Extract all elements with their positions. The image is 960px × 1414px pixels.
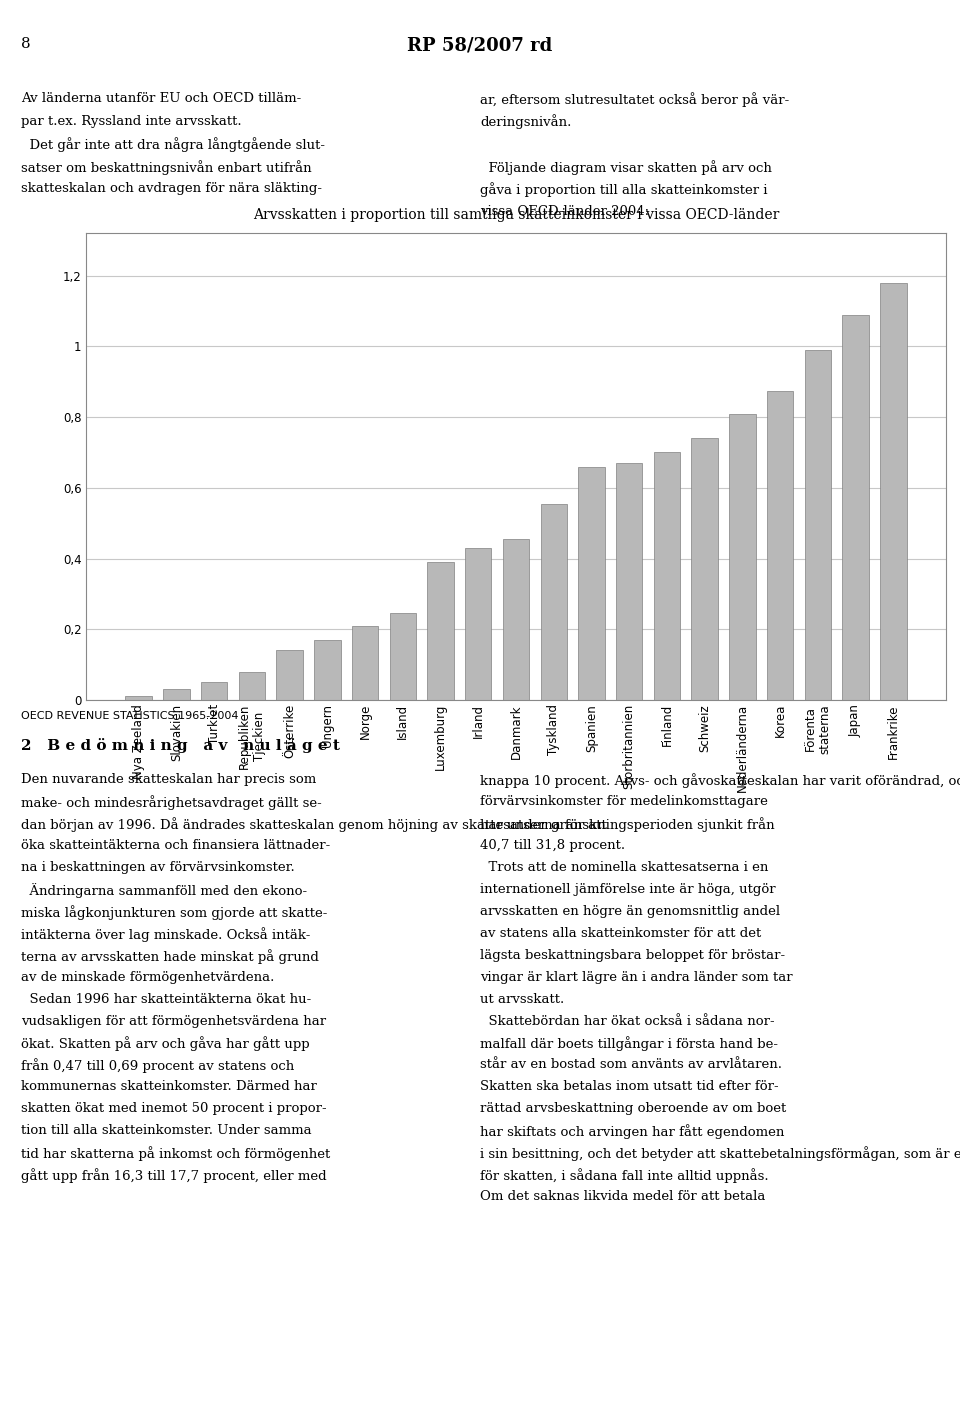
Text: för skatten, i sådana fall inte alltid uppnås.: för skatten, i sådana fall inte alltid u… (480, 1168, 769, 1184)
Text: gått upp från 16,3 till 17,7 procent, eller med: gått upp från 16,3 till 17,7 procent, el… (21, 1168, 326, 1184)
Text: vissa OECD-länder 2004:: vissa OECD-länder 2004: (480, 205, 649, 218)
Text: från 0,47 till 0,69 procent av statens och: från 0,47 till 0,69 procent av statens o… (21, 1058, 295, 1073)
Text: förvärvsinkomster för medelinkomsttagare: förvärvsinkomster för medelinkomsttagare (480, 795, 768, 809)
Bar (880, 283, 906, 700)
Text: internationell jämförelse inte är höga, utgör: internationell jämförelse inte är höga, … (480, 882, 776, 896)
Text: skatten ökat med inemot 50 procent i propor-: skatten ökat med inemot 50 procent i pro… (21, 1103, 326, 1116)
Text: har under granskningsperioden sjunkit från: har under granskningsperioden sjunkit fr… (480, 817, 775, 833)
Text: Trots att de nominella skattesatserna i en: Trots att de nominella skattesatserna i … (480, 861, 768, 874)
Text: tion till alla skatteinkomster. Under samma: tion till alla skatteinkomster. Under sa… (21, 1124, 312, 1137)
Bar (842, 314, 869, 700)
Text: Skattebördan har ökat också i sådana nor-: Skattebördan har ökat också i sådana nor… (480, 1015, 775, 1028)
Text: 2   B e d ö m n i n g   a v   n u l ä g e t: 2 B e d ö m n i n g a v n u l ä g e t (21, 738, 340, 754)
Text: lägsta beskattningsbara beloppet för bröstar-: lägsta beskattningsbara beloppet för brö… (480, 949, 785, 962)
Text: ar, eftersom slutresultatet också beror på vär-: ar, eftersom slutresultatet också beror … (480, 92, 789, 107)
Text: gåva i proportion till alla skatteinkomster i: gåva i proportion till alla skatteinkoms… (480, 182, 767, 198)
Text: par t.ex. Ryssland inte arvsskatt.: par t.ex. Ryssland inte arvsskatt. (21, 115, 242, 127)
Bar (578, 467, 605, 700)
Text: malfall där boets tillgångar i första hand be-: malfall där boets tillgångar i första ha… (480, 1036, 778, 1052)
Text: kommunernas skatteinkomster. Därmed har: kommunernas skatteinkomster. Därmed har (21, 1080, 317, 1093)
Text: miska lågkonjunkturen som gjorde att skatte-: miska lågkonjunkturen som gjorde att ska… (21, 905, 327, 921)
Text: står av en bostad som använts av arvlåtaren.: står av en bostad som använts av arvlåta… (480, 1058, 782, 1072)
Text: RP 58/2007 rd: RP 58/2007 rd (407, 37, 553, 55)
Text: öka skatteintäkterna och finansiera lättnader-: öka skatteintäkterna och finansiera lätt… (21, 839, 330, 853)
Text: Av länderna utanför EU och OECD tilläm-: Av länderna utanför EU och OECD tilläm- (21, 92, 301, 105)
Bar (540, 503, 567, 700)
Text: skatteskalan och avdragen för nära släkting-: skatteskalan och avdragen för nära släkt… (21, 182, 323, 195)
Text: vingar är klart lägre än i andra länder som tar: vingar är klart lägre än i andra länder … (480, 970, 793, 984)
Text: deringsnivån.: deringsnivån. (480, 115, 571, 130)
Text: av de minskade förmögenhetvärdena.: av de minskade förmögenhetvärdena. (21, 970, 275, 984)
Text: arvsskatten en högre än genomsnittlig andel: arvsskatten en högre än genomsnittlig an… (480, 905, 780, 918)
Bar (352, 625, 378, 700)
Bar (767, 390, 793, 700)
Bar (730, 413, 756, 700)
Text: av statens alla skatteinkomster för att det: av statens alla skatteinkomster för att … (480, 928, 761, 940)
Text: Skatten ska betalas inom utsatt tid efter för-: Skatten ska betalas inom utsatt tid efte… (480, 1080, 779, 1093)
Text: dan början av 1996. Då ändrades skatteskalan genom höjning av skattesatserna för: dan början av 1996. Då ändrades skattesk… (21, 817, 607, 833)
Text: 40,7 till 31,8 procent.: 40,7 till 31,8 procent. (480, 839, 625, 853)
Text: make- och mindesrårighetsavdraget gällt se-: make- och mindesrårighetsavdraget gällt … (21, 795, 322, 810)
Bar (314, 639, 341, 700)
Text: intäkterna över lag minskade. Också intäk-: intäkterna över lag minskade. Också intä… (21, 928, 310, 942)
Text: ut arvsskatt.: ut arvsskatt. (480, 993, 564, 1005)
Text: Den nuvarande skatteskalan har precis som: Den nuvarande skatteskalan har precis so… (21, 773, 317, 786)
Text: tid har skatterna på inkomst och förmögenhet: tid har skatterna på inkomst och förmöge… (21, 1145, 330, 1161)
Text: rättad arvsbeskattning oberoende av om boet: rättad arvsbeskattning oberoende av om b… (480, 1103, 786, 1116)
Bar (163, 689, 190, 700)
Bar (465, 547, 492, 700)
Text: Det går inte att dra några långtgående slut-: Det går inte att dra några långtgående s… (21, 137, 325, 153)
Text: terna av arvsskatten hade minskat på grund: terna av arvsskatten hade minskat på gru… (21, 949, 319, 964)
Bar (201, 682, 228, 700)
Text: na i beskattningen av förvärvsinkomster.: na i beskattningen av förvärvsinkomster. (21, 861, 295, 874)
Bar (616, 462, 642, 700)
Text: Följande diagram visar skatten på arv och: Följande diagram visar skatten på arv oc… (480, 160, 772, 175)
Text: knappa 10 procent. Arvs- och gåvoskatteskalan har varit oförändrad, och skattesa: knappa 10 procent. Arvs- och gåvoskattes… (480, 773, 960, 789)
Text: 8: 8 (21, 37, 31, 51)
Bar (654, 452, 680, 700)
Text: Ändringarna sammanföll med den ekono-: Ändringarna sammanföll med den ekono- (21, 882, 307, 898)
Bar (804, 349, 831, 700)
Text: har skiftats och arvingen har fått egendomen: har skiftats och arvingen har fått egend… (480, 1124, 784, 1140)
Text: vudsakligen för att förmögenhetsvärdena har: vudsakligen för att förmögenhetsvärdena … (21, 1015, 326, 1028)
Text: OECD REVENUE STATISTICS 1965-2004: OECD REVENUE STATISTICS 1965-2004 (21, 711, 239, 721)
Text: Sedan 1996 har skatteintäkterna ökat hu-: Sedan 1996 har skatteintäkterna ökat hu- (21, 993, 311, 1005)
Title: Arvsskatten i proportion till samtliga skatteinkomster i vissa OECD-länder: Arvsskatten i proportion till samtliga s… (252, 208, 780, 222)
Bar (239, 672, 265, 700)
Text: Om det saknas likvida medel för att betala: Om det saknas likvida medel för att beta… (480, 1189, 765, 1203)
Bar (126, 696, 152, 700)
Bar (276, 650, 302, 700)
Text: ökat. Skatten på arv och gåva har gått upp: ökat. Skatten på arv och gåva har gått u… (21, 1036, 310, 1052)
Bar (503, 539, 529, 700)
Bar (427, 561, 454, 700)
Bar (691, 438, 718, 700)
Bar (390, 614, 416, 700)
Text: i sin besittning, och det betyder att skattebetalningsförmågan, som är en av gru: i sin besittning, och det betyder att sk… (480, 1145, 960, 1161)
Text: satser om beskattningsnivån enbart utifrån: satser om beskattningsnivån enbart utifr… (21, 160, 312, 175)
